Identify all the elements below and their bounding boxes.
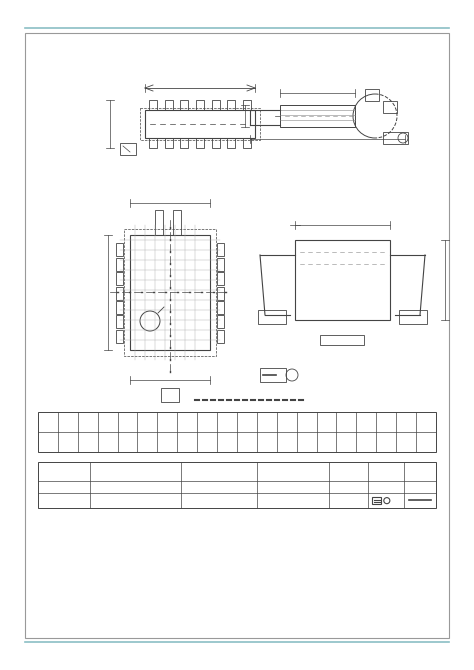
Bar xyxy=(228,100,236,110)
Bar xyxy=(295,240,390,320)
Bar xyxy=(217,258,224,271)
Bar xyxy=(116,272,123,285)
Bar xyxy=(38,412,436,452)
Bar xyxy=(217,243,224,257)
Bar xyxy=(217,330,224,342)
Bar xyxy=(243,138,251,148)
Bar xyxy=(180,138,188,148)
Bar xyxy=(217,301,224,314)
Bar xyxy=(149,138,157,148)
Bar xyxy=(383,101,397,113)
Bar xyxy=(383,132,408,144)
Bar xyxy=(228,138,236,148)
Bar xyxy=(217,272,224,285)
Bar xyxy=(365,89,379,101)
Bar xyxy=(196,100,204,110)
Bar xyxy=(212,100,220,110)
Bar xyxy=(161,388,179,402)
Bar xyxy=(180,100,188,110)
Bar xyxy=(155,210,163,235)
Bar xyxy=(320,335,364,345)
Bar xyxy=(212,138,220,148)
Bar xyxy=(164,138,173,148)
Bar xyxy=(116,330,123,342)
Bar xyxy=(116,258,123,271)
Bar xyxy=(116,287,123,299)
Bar xyxy=(258,310,286,324)
Bar xyxy=(116,301,123,314)
Bar xyxy=(116,316,123,328)
Bar xyxy=(25,33,449,638)
Bar xyxy=(164,100,173,110)
Bar xyxy=(38,462,436,508)
Bar xyxy=(260,368,286,382)
Bar xyxy=(120,143,136,155)
Bar xyxy=(140,108,260,140)
Bar xyxy=(399,310,427,324)
Bar xyxy=(196,138,204,148)
Bar xyxy=(173,210,181,235)
Bar xyxy=(217,316,224,328)
Bar xyxy=(217,287,224,299)
Bar xyxy=(145,110,255,138)
Bar xyxy=(243,100,251,110)
Bar xyxy=(124,229,216,356)
Bar xyxy=(116,243,123,257)
Bar xyxy=(149,100,157,110)
Bar xyxy=(373,497,381,504)
Bar xyxy=(130,235,210,350)
Bar xyxy=(280,105,355,127)
